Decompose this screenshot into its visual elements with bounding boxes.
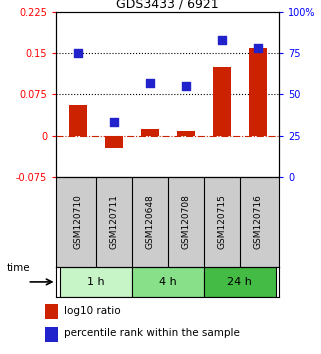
Bar xyxy=(177,131,195,136)
Text: 1 h: 1 h xyxy=(87,277,105,287)
Bar xyxy=(45,327,58,342)
Text: percentile rank within the sample: percentile rank within the sample xyxy=(64,329,240,338)
Text: GSM120708: GSM120708 xyxy=(181,194,190,249)
Point xyxy=(255,45,260,51)
Point xyxy=(75,50,80,56)
Text: time: time xyxy=(6,263,30,273)
Text: GSM120710: GSM120710 xyxy=(73,194,82,249)
Text: 24 h: 24 h xyxy=(227,277,252,287)
Text: GSM120716: GSM120716 xyxy=(253,194,262,249)
Text: log10 ratio: log10 ratio xyxy=(64,306,121,316)
Bar xyxy=(249,48,267,136)
Point xyxy=(219,37,224,43)
Text: GSM120648: GSM120648 xyxy=(145,195,154,249)
Text: 4 h: 4 h xyxy=(159,277,177,287)
Bar xyxy=(204,267,276,297)
Text: GSM120715: GSM120715 xyxy=(217,194,226,249)
Bar xyxy=(69,105,87,136)
Bar xyxy=(60,267,132,297)
Point xyxy=(183,83,188,89)
Bar xyxy=(105,136,123,148)
Bar xyxy=(213,67,231,136)
Bar xyxy=(141,129,159,136)
Bar xyxy=(132,267,204,297)
Point xyxy=(111,120,116,125)
Point xyxy=(147,80,152,86)
Title: GDS3433 / 6921: GDS3433 / 6921 xyxy=(117,0,219,11)
Bar xyxy=(45,304,58,319)
Text: GSM120711: GSM120711 xyxy=(109,194,118,249)
